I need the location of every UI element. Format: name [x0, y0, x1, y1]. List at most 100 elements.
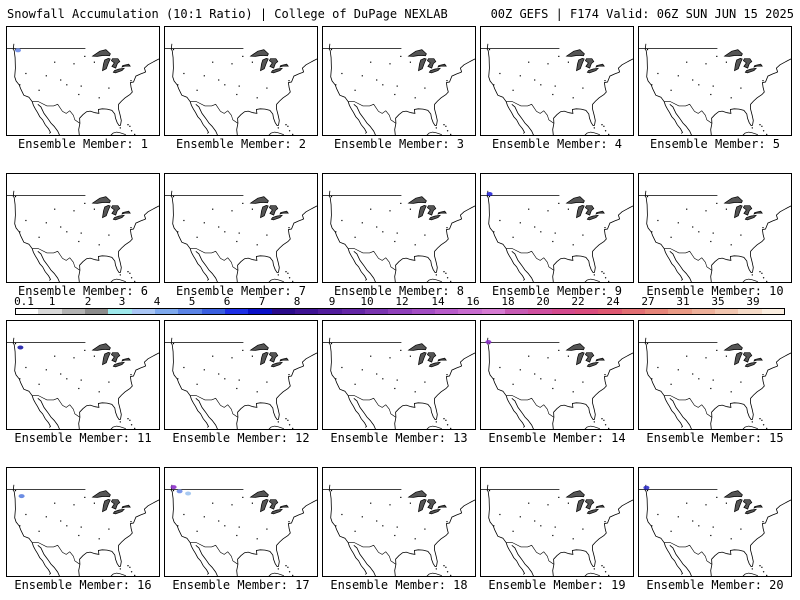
colorbar-tick-label: 1 [48, 295, 56, 308]
ensemble-member-map [322, 467, 476, 577]
colorbar-swatch [645, 308, 669, 315]
colorbar-tick-label: 2 [84, 295, 92, 308]
ensemble-member-label: Ensemble Member: 18 [330, 578, 468, 592]
base-map [322, 320, 476, 430]
base-map [322, 467, 476, 577]
ensemble-member-label: Ensemble Member: 9 [491, 284, 623, 298]
colorbar-tick-label: 0.1 [14, 295, 34, 308]
ensemble-member-label: Ensemble Member: 12 [172, 431, 310, 445]
colorbar-swatch [178, 308, 203, 315]
colorbar-swatch [365, 308, 389, 315]
ensemble-member-map [322, 26, 476, 136]
ensemble-member-map [638, 467, 792, 577]
ensemble-member-label: Ensemble Member: 1 [17, 137, 149, 151]
colorbar-tick-label: 6 [223, 295, 231, 308]
snow-accumulation-mark [15, 48, 21, 53]
ensemble-member-label: Ensemble Member: 17 [172, 578, 310, 592]
base-map [638, 173, 792, 283]
colorbar-swatch [341, 308, 366, 315]
colorbar-swatch [318, 308, 343, 315]
colorbar-tick-label: 5 [188, 295, 196, 308]
ensemble-member-label: Ensemble Member: 19 [488, 578, 626, 592]
ensemble-member-label: Ensemble Member: 5 [649, 137, 781, 151]
colorbar-tick-label: 18 [501, 295, 515, 308]
colorbar-tick-label: 10 [360, 295, 374, 308]
colorbar-swatch [248, 308, 273, 315]
colorbar-tick-label: 4 [153, 295, 161, 308]
ensemble-member-map [164, 26, 318, 136]
ensemble-member-label: Ensemble Member: 13 [330, 431, 468, 445]
colorbar-swatch [108, 308, 133, 315]
colorbar-swatch [575, 308, 599, 315]
colorbar-swatch [481, 308, 506, 315]
colorbar-swatch [411, 308, 436, 315]
colorbar-tick-label: 8 [293, 295, 301, 308]
colorbar-swatch [715, 308, 739, 315]
colorbar-swatch [155, 308, 179, 315]
colorbar-swatch [15, 308, 39, 315]
colorbar-swatch [738, 308, 763, 315]
colorbar-swatch [435, 308, 459, 315]
ensemble-member-map [6, 173, 160, 283]
colorbar-swatch [131, 308, 156, 315]
base-map [480, 173, 634, 283]
colorbar-tick-label: 16 [466, 295, 480, 308]
ensemble-member-map [164, 173, 318, 283]
chart-title: Snowfall Accumulation (10:1 Ratio) | Col… [7, 7, 448, 21]
snow-accumulation-mark [170, 485, 177, 490]
colorbar-tick-label: 35 [711, 295, 725, 308]
ensemble-member-map [6, 467, 160, 577]
colorbar-tick-label: 27 [641, 295, 655, 308]
colorbar-swatch [458, 308, 483, 315]
ensemble-member-label: Ensemble Member: 3 [333, 137, 465, 151]
colorbar-tick-label: 12 [395, 295, 409, 308]
ensemble-member-map [638, 320, 792, 430]
base-map [6, 26, 160, 136]
ensemble-member-label: Ensemble Member: 11 [14, 431, 152, 445]
ensemble-member-label: Ensemble Member: 7 [175, 284, 307, 298]
colorbar-swatch [505, 308, 529, 315]
base-map [6, 467, 160, 577]
snow-accumulation-mark [643, 485, 650, 490]
colorbar-tick-label: 9 [328, 295, 336, 308]
colorbar-tick-label: 7 [258, 295, 266, 308]
snow-accumulation-mark [18, 494, 25, 499]
ensemble-member-map [322, 173, 476, 283]
colorbar-tick-label: 3 [118, 295, 126, 308]
base-map [638, 26, 792, 136]
ensemble-member-map [638, 26, 792, 136]
base-map [322, 173, 476, 283]
ensemble-member-label: Ensemble Member: 8 [333, 284, 465, 298]
base-map [6, 320, 160, 430]
base-map [638, 320, 792, 430]
ensemble-member-label: Ensemble Member: 6 [17, 284, 149, 298]
colorbar-tick-label: 31 [676, 295, 690, 308]
ensemble-member-map [164, 467, 318, 577]
snow-accumulation-mark [17, 345, 24, 350]
base-map [6, 173, 160, 283]
snow-accumulation-mark [185, 491, 192, 496]
ensemble-member-label: Ensemble Member: 14 [488, 431, 626, 445]
colorbar-tick-label: 24 [606, 295, 620, 308]
colorbar-swatch [38, 308, 63, 315]
ensemble-member-label: Ensemble Member: 10 [646, 284, 784, 298]
base-map [480, 26, 634, 136]
ensemble-member-map [638, 173, 792, 283]
colorbar-swatch [598, 308, 623, 315]
ensemble-member-label: Ensemble Member: 15 [646, 431, 784, 445]
colorbar-swatch [551, 308, 576, 315]
snow-accumulation-mark [486, 192, 493, 196]
ensemble-member-label: Ensemble Member: 2 [175, 137, 307, 151]
ensemble-member-map [480, 467, 634, 577]
colorbar-tick-label: 22 [571, 295, 585, 308]
colorbar-swatch [528, 308, 553, 315]
run-info: 00Z GEFS | F174 Valid: 06Z SUN JUN 15 20… [490, 7, 794, 21]
colorbar-swatch [271, 308, 296, 315]
colorbar-swatch [201, 308, 226, 315]
ensemble-member-map [322, 320, 476, 430]
base-map [638, 467, 792, 577]
colorbar-swatch [295, 308, 319, 315]
colorbar-swatch [621, 308, 646, 315]
ensemble-member-map [480, 320, 634, 430]
colorbar-swatch [61, 308, 86, 315]
